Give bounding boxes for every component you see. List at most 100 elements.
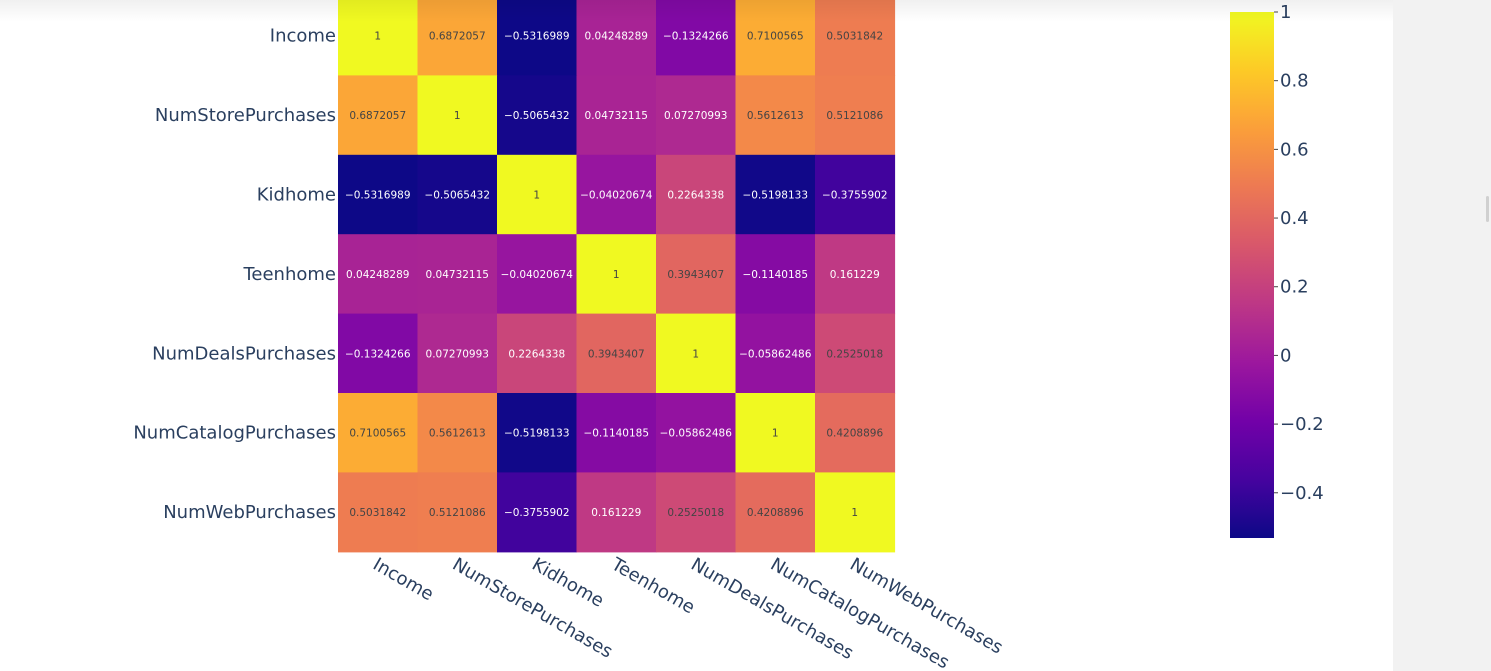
x-tick-label: Income: [369, 554, 437, 605]
cell-value-label: −0.05862486: [739, 348, 812, 360]
heatmap-cell[interactable]: [815, 472, 896, 553]
heatmap-cell[interactable]: [338, 234, 419, 315]
y-tick-label: NumCatalogPurchases: [133, 423, 336, 444]
cell-value-label: 0.2525018: [826, 348, 883, 360]
cell-value-label: 1: [374, 31, 381, 43]
cell-value-label: 1: [692, 348, 699, 360]
heatmap-cell[interactable]: [338, 472, 419, 553]
heatmap-cell[interactable]: [815, 0, 896, 76]
heatmap-cell[interactable]: [815, 313, 896, 394]
heatmap-cell[interactable]: [497, 393, 578, 473]
heatmap-cell[interactable]: [735, 313, 816, 394]
heatmap-cell[interactable]: [497, 472, 578, 553]
heatmap-cell[interactable]: [815, 234, 896, 315]
cell-value-label: −0.5198133: [504, 428, 570, 440]
heatmap-cell[interactable]: [735, 234, 816, 315]
cell-value-label: 0.4208896: [747, 507, 804, 519]
cell-value-label: 0.04248289: [346, 269, 409, 281]
y-axis-labels: Income NumStorePurchases Kidhome Teenhome Nu…: [133, 26, 336, 523]
heatmap-cell[interactable]: [576, 472, 657, 553]
heatmap-cell[interactable]: [656, 234, 737, 315]
colorbar-tick-label: 0.6: [1280, 139, 1309, 160]
heatmap-cell[interactable]: [735, 75, 816, 156]
cell-value-label: 0.2264338: [508, 348, 565, 360]
cell-value-label: 1: [454, 110, 461, 122]
cell-value-label: 0.5612613: [429, 428, 486, 440]
heatmap-chart: 1 0.6872057 −0.5316989 0.04248289 −0.1324266…: [133, 0, 1324, 671]
heatmap-cell[interactable]: [497, 75, 578, 156]
heatmap-cell[interactable]: [338, 154, 419, 235]
heatmap-cell[interactable]: [656, 393, 737, 473]
cell-value-label: 0.04732115: [585, 110, 648, 122]
colorbar-tick-label: 0: [1280, 345, 1291, 366]
heatmap-cell[interactable]: [576, 393, 657, 473]
heatmap-cell[interactable]: [576, 154, 657, 235]
panel-resize-handle[interactable]: [1486, 196, 1489, 222]
y-tick-label: NumDealsPurchases: [152, 343, 336, 364]
cell-value-label: 1: [613, 269, 620, 281]
heatmap-cell[interactable]: [576, 0, 657, 76]
cell-value-label: −0.04020674: [501, 269, 574, 281]
heatmap-cell[interactable]: [576, 234, 657, 315]
cell-value-label: −0.1324266: [345, 348, 411, 360]
heatmap-cell[interactable]: [735, 472, 816, 553]
heatmap-cell[interactable]: [576, 75, 657, 156]
cell-value-label: 0.161229: [591, 507, 641, 519]
cell-value-label: 0.5612613: [747, 110, 804, 122]
heatmap-cell[interactable]: [417, 393, 498, 473]
cell-value-label: −0.1324266: [663, 31, 729, 43]
heatmap-cell[interactable]: [735, 393, 816, 473]
heatmap-cell[interactable]: [497, 234, 578, 315]
cell-value-label: 0.5121086: [429, 507, 486, 519]
cell-value-label: −0.1140185: [583, 428, 649, 440]
y-tick-label: NumWebPurchases: [163, 502, 336, 523]
cell-value-label: 0.161229: [830, 269, 880, 281]
heatmap-cell[interactable]: [815, 75, 896, 156]
colorbar-tick-label: −0.2: [1280, 414, 1324, 435]
heatmap-cell[interactable]: [576, 313, 657, 394]
colorbar-tick-label: −0.4: [1280, 483, 1324, 504]
heatmap-cell[interactable]: [338, 0, 419, 76]
heatmap-cell[interactable]: [338, 393, 419, 473]
heatmap-cell[interactable]: [497, 0, 578, 76]
cell-value-label: −0.5065432: [424, 190, 490, 202]
heatmap-cell[interactable]: [417, 0, 498, 76]
right-scroll-panel[interactable]: [1393, 0, 1491, 671]
heatmap-cell[interactable]: [497, 154, 578, 235]
y-tick-label: NumStorePurchases: [155, 105, 336, 126]
heatmap-cell[interactable]: [735, 154, 816, 235]
heatmap-cell[interactable]: [656, 75, 737, 156]
heatmap-cell[interactable]: [656, 0, 737, 76]
cell-value-label: 1: [533, 190, 540, 202]
colorbar-tick-label: 0.4: [1280, 208, 1309, 229]
colorbar-tick-label: 0.8: [1280, 71, 1309, 92]
x-tick-label: Teenhome: [607, 553, 699, 618]
cell-value-label: 0.2264338: [667, 190, 724, 202]
cell-value-label: 1: [772, 428, 779, 440]
cell-value-label: −0.04020674: [580, 190, 653, 202]
cell-value-label: 0.2525018: [667, 507, 724, 519]
cell-value-label: 0.6872057: [429, 31, 486, 43]
heatmap-cell[interactable]: [338, 313, 419, 394]
colorbar: 1 0.8 0.6 0.4 0.2 0 −0.2 −0.4: [1230, 2, 1324, 538]
heatmap-cell[interactable]: [497, 313, 578, 394]
heatmap-cells: 1 0.6872057 −0.5316989 0.04248289 −0.1324266…: [338, 0, 896, 553]
cell-value-label: −0.3755902: [504, 507, 570, 519]
cell-value-label: 0.3943407: [588, 348, 645, 360]
heatmap-cell[interactable]: [735, 0, 816, 76]
heatmap-cell[interactable]: [656, 472, 737, 553]
cell-value-label: −0.5316989: [345, 190, 411, 202]
heatmap-cell[interactable]: [656, 154, 737, 235]
heatmap-cell[interactable]: [417, 234, 498, 315]
heatmap-cell[interactable]: [815, 154, 896, 235]
heatmap-cell[interactable]: [656, 313, 737, 394]
heatmap-cell[interactable]: [338, 75, 419, 156]
heatmap-cell[interactable]: [417, 75, 498, 156]
heatmap-cell[interactable]: [815, 393, 896, 473]
heatmap-cell[interactable]: [417, 472, 498, 553]
colorbar-gradient: [1230, 12, 1274, 538]
heatmap-cell[interactable]: [417, 154, 498, 235]
heatmap-cell[interactable]: [417, 313, 498, 394]
cell-value-label: 0.04732115: [426, 269, 489, 281]
